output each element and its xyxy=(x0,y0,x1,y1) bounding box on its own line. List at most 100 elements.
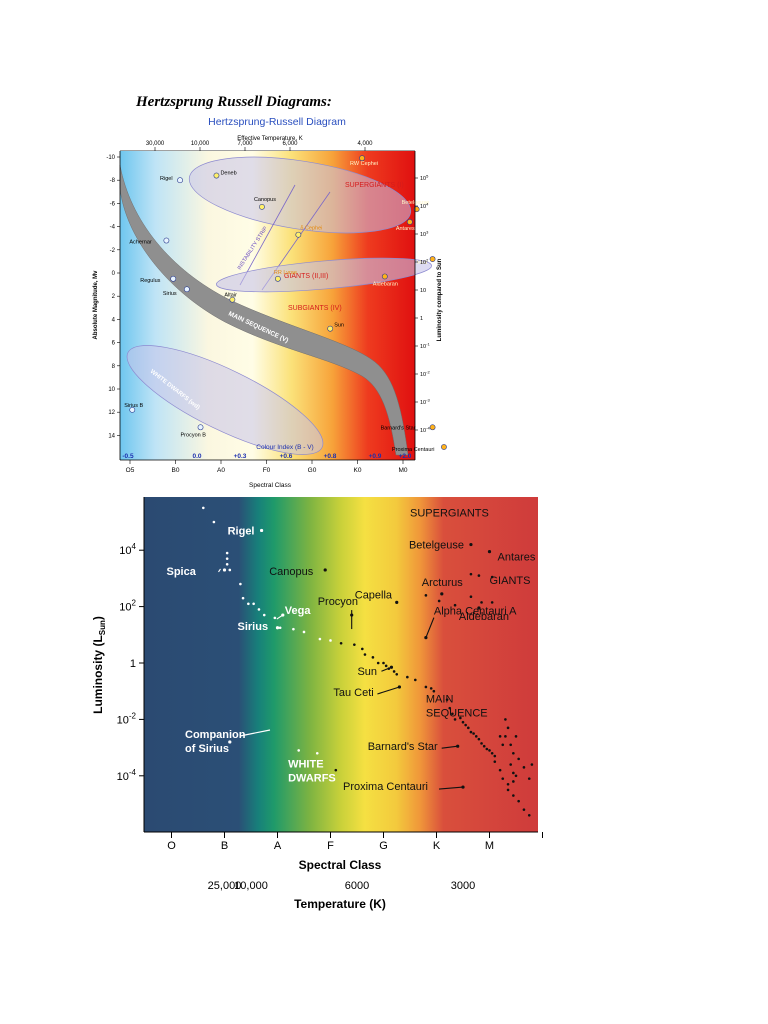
star-point xyxy=(302,630,306,634)
chart1-y-tick-label: -4 xyxy=(110,225,116,231)
star-point xyxy=(297,749,300,752)
star-label-aldebaran: Aldebaran xyxy=(373,281,398,287)
star-point xyxy=(512,794,515,797)
star-point xyxy=(514,735,518,738)
star-point xyxy=(506,726,510,730)
leader-spica xyxy=(218,568,221,573)
chart2-x-axis-label: Spectral Class xyxy=(299,858,382,872)
region-label-giants: GIANTS xyxy=(490,575,531,587)
star-capella xyxy=(395,600,399,604)
star-point xyxy=(382,661,385,665)
chart2-y-tick-label: 10-4 xyxy=(117,768,137,783)
star-label-cephei: δ Cephei xyxy=(300,226,322,232)
star-point xyxy=(363,653,367,656)
star-rigel xyxy=(260,528,264,533)
star-deneb xyxy=(213,172,220,179)
star-label-regulus: Regulus xyxy=(140,278,160,284)
chart2-x2-tick-label: 10,000 xyxy=(234,880,268,892)
star-label-barnard-s-star: Barnard's Star xyxy=(368,741,438,753)
subgiants-label: SUBGIANTS (IV) xyxy=(288,305,342,312)
star-point xyxy=(527,777,531,780)
chart2-x2-axis-label: Temperature (K) xyxy=(294,897,386,911)
star-point xyxy=(395,672,399,676)
star-point xyxy=(353,643,356,646)
chart1-colour-index-tick: 0.0 xyxy=(192,453,201,460)
star-label-barnard-s-star: Barnard's Star xyxy=(381,425,416,431)
star-antares xyxy=(406,219,413,225)
star-arcturus xyxy=(440,592,444,596)
star-point xyxy=(257,608,261,611)
star-point xyxy=(239,582,242,586)
chart1-x-tick-label: B0 xyxy=(172,467,180,474)
chart1-right-tick-label: 10-3 xyxy=(420,398,430,407)
giants-label: GIANTS (II,III) xyxy=(284,273,328,280)
chart1-colour-index-label: Colour Index (B - V) xyxy=(256,444,313,451)
chart1-colour-index-tick: +2.0 xyxy=(399,453,412,460)
chart1-x-tick-label: M0 xyxy=(398,467,407,474)
chart1-x-tick-label: G0 xyxy=(308,467,317,474)
star-label-companion-of-sirius: Companion of Sirius xyxy=(185,729,246,755)
chart1-y-tick-label: -10 xyxy=(106,155,115,161)
star-betelgeuse xyxy=(469,542,473,547)
chart2-y-tick-label: 1 xyxy=(130,658,136,670)
star-rigel xyxy=(177,177,183,184)
star-barnard-s-star xyxy=(429,424,436,431)
star-point xyxy=(202,506,205,510)
star-point xyxy=(480,601,483,604)
star-label-proxima-centauri: Proxima Centauri xyxy=(343,781,428,793)
star-label-capella: Capella xyxy=(355,589,393,601)
chart2-y-tick-label: 104 xyxy=(119,542,136,557)
chart1-y-tick-label: 0 xyxy=(112,271,116,277)
chart1-y-tick-label: -2 xyxy=(110,248,116,254)
chart1-top-tick-label: 10,000 xyxy=(191,141,210,147)
star-point xyxy=(517,757,520,761)
star-point xyxy=(474,735,478,738)
star-point xyxy=(278,626,282,630)
star-sun xyxy=(327,325,334,332)
chart1-colour-index-tick: +0.8 xyxy=(324,453,337,460)
star-antares xyxy=(487,550,492,554)
chart1-title: Hertzsprung-Russell Diagram xyxy=(208,116,346,128)
star-point xyxy=(453,718,457,721)
star-label-rr-lyrae: RR Lyrae xyxy=(274,270,297,276)
star-point xyxy=(361,647,364,651)
star-point xyxy=(406,675,409,679)
chart2-y-tick-label: 102 xyxy=(119,599,136,614)
star-point xyxy=(225,551,229,555)
star-point xyxy=(522,808,526,811)
chart2-x-tick-label: K xyxy=(433,840,441,852)
star-point xyxy=(329,639,332,642)
leader-companion-of-sirius xyxy=(239,729,271,737)
star-regulus xyxy=(170,275,177,282)
leader-alpha-centauri-a xyxy=(425,617,435,638)
star-label-rigel: Rigel xyxy=(160,176,173,182)
star-point xyxy=(292,627,295,631)
star-label-deneb: Deneb xyxy=(220,171,236,177)
star-point xyxy=(225,563,229,566)
star-point xyxy=(252,602,255,606)
supergiants-label: SUPERGIANTS (I) xyxy=(345,182,404,189)
star-point xyxy=(318,637,322,641)
star-point xyxy=(512,771,515,775)
region-label-sequence: SEQUENCE xyxy=(426,708,488,720)
star-point xyxy=(517,799,520,803)
star-label-spica: Spica xyxy=(167,566,197,578)
star-point xyxy=(247,602,250,606)
star-rw-cephei xyxy=(359,155,365,162)
star-label-procyon: Procyon xyxy=(318,596,358,608)
chart2-x-tick-label: F xyxy=(327,840,334,852)
star-label-achernar: Achernar xyxy=(129,240,151,246)
chart1-top-tick-label: 4,000 xyxy=(357,141,373,147)
star-label-procyon-b: Procyon B xyxy=(181,432,207,438)
star-point xyxy=(490,575,494,579)
star-point xyxy=(376,661,380,665)
star-point xyxy=(241,596,245,600)
star-canopus xyxy=(323,568,327,572)
star-point xyxy=(315,751,319,755)
chart2-y-axis-label: Luminosity (LSun) xyxy=(91,616,107,714)
chart1-y-tick-label: -6 xyxy=(110,201,116,207)
star-point xyxy=(448,706,452,710)
star-proxima-centauri xyxy=(441,444,447,450)
star-aldebaran xyxy=(381,273,388,280)
star-label-antares: Antares xyxy=(396,226,415,232)
